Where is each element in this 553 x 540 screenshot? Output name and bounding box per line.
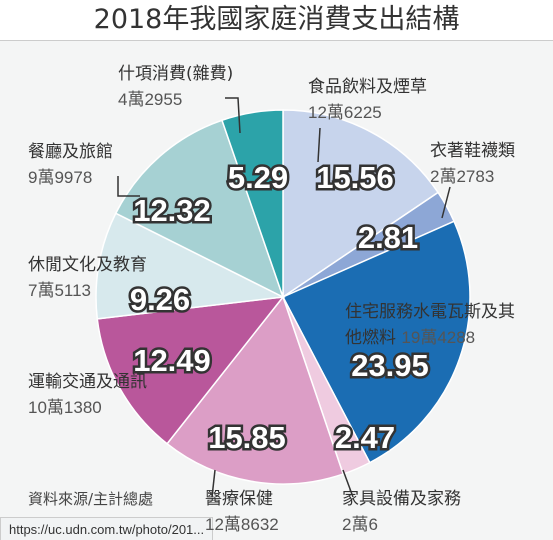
category-name: 衣著鞋襪類 bbox=[430, 141, 515, 161]
percent-label: 2.47 bbox=[335, 420, 395, 455]
slice-label: 衣著鞋襪類 2萬2783 bbox=[430, 139, 515, 190]
percent-label: 12.32 bbox=[133, 193, 211, 228]
pie-slice bbox=[281, 220, 471, 464]
category-name: 什項消費(雜費) bbox=[118, 64, 234, 84]
percent-label: 9.26 bbox=[130, 282, 190, 317]
leader-line bbox=[441, 186, 451, 219]
category-name: 醫療保健 bbox=[205, 489, 273, 509]
amount-label: 7萬5113 bbox=[28, 281, 92, 300]
percent-label: 15.85 bbox=[208, 420, 286, 455]
chart-title: 2018年我國家庭消費支出結構 bbox=[0, 0, 553, 41]
category-name: 住宅服務水電瓦斯及其他燃料 bbox=[345, 302, 515, 348]
category-name: 家具設備及家務 bbox=[342, 489, 461, 509]
status-url: https://uc.udn.com.tw/photo/201... bbox=[0, 517, 214, 540]
slice-label: 餐廳及旅館 9萬9978 bbox=[28, 140, 113, 191]
amount-label: 2萬2783 bbox=[430, 167, 495, 186]
percent-label: 2.81 bbox=[358, 220, 418, 255]
slice-label: 家具設備及家務 2萬6 bbox=[342, 487, 461, 538]
source-note: 資料來源/主計總處 bbox=[28, 490, 154, 508]
pie-slice bbox=[114, 119, 285, 299]
leader-line bbox=[342, 469, 354, 498]
slice-label: 住宅服務水電瓦斯及其他燃料 19萬4288 bbox=[345, 300, 530, 351]
category-name: 休閒文化及教育 bbox=[28, 255, 147, 275]
percent-label: 12.49 bbox=[133, 343, 211, 378]
leader-line bbox=[317, 127, 321, 163]
amount-label: 12萬6225 bbox=[308, 103, 382, 122]
pie-slice bbox=[95, 212, 286, 320]
amount-label: 2萬6 bbox=[342, 515, 378, 534]
amount-label: 10萬1380 bbox=[28, 398, 102, 417]
percent-label: 5.29 bbox=[228, 160, 288, 195]
slice-label: 食品飲料及煙草 12萬6225 bbox=[308, 75, 427, 126]
category-name: 運輸交通及通訊 bbox=[28, 372, 147, 392]
slice-label: 醫療保健 12萬8632 bbox=[205, 487, 279, 538]
slice-label: 運輸交通及通訊 10萬1380 bbox=[28, 370, 147, 421]
amount-label: 12萬8632 bbox=[205, 515, 279, 534]
amount-label: 9萬9978 bbox=[28, 168, 93, 187]
pie-slice bbox=[282, 109, 440, 299]
category-name: 餐廳及旅館 bbox=[28, 142, 113, 162]
slice-label: 什項消費(雜費) 4萬2955 bbox=[118, 62, 233, 113]
percent-label: 23.95 bbox=[351, 348, 429, 383]
pie-slice bbox=[221, 109, 284, 298]
pie-slice bbox=[96, 296, 285, 445]
leader-line bbox=[117, 176, 140, 197]
slice-label: 休閒文化及教育 7萬5113 bbox=[28, 253, 147, 304]
percent-label: 15.56 bbox=[316, 160, 394, 195]
amount-label: 19萬4288 bbox=[401, 328, 476, 347]
leader-line bbox=[211, 469, 216, 498]
category-name: 食品飲料及煙草 bbox=[308, 77, 427, 97]
leader-line bbox=[225, 97, 241, 134]
amount-label: 4萬2955 bbox=[118, 90, 183, 109]
pie-slice bbox=[166, 295, 345, 485]
